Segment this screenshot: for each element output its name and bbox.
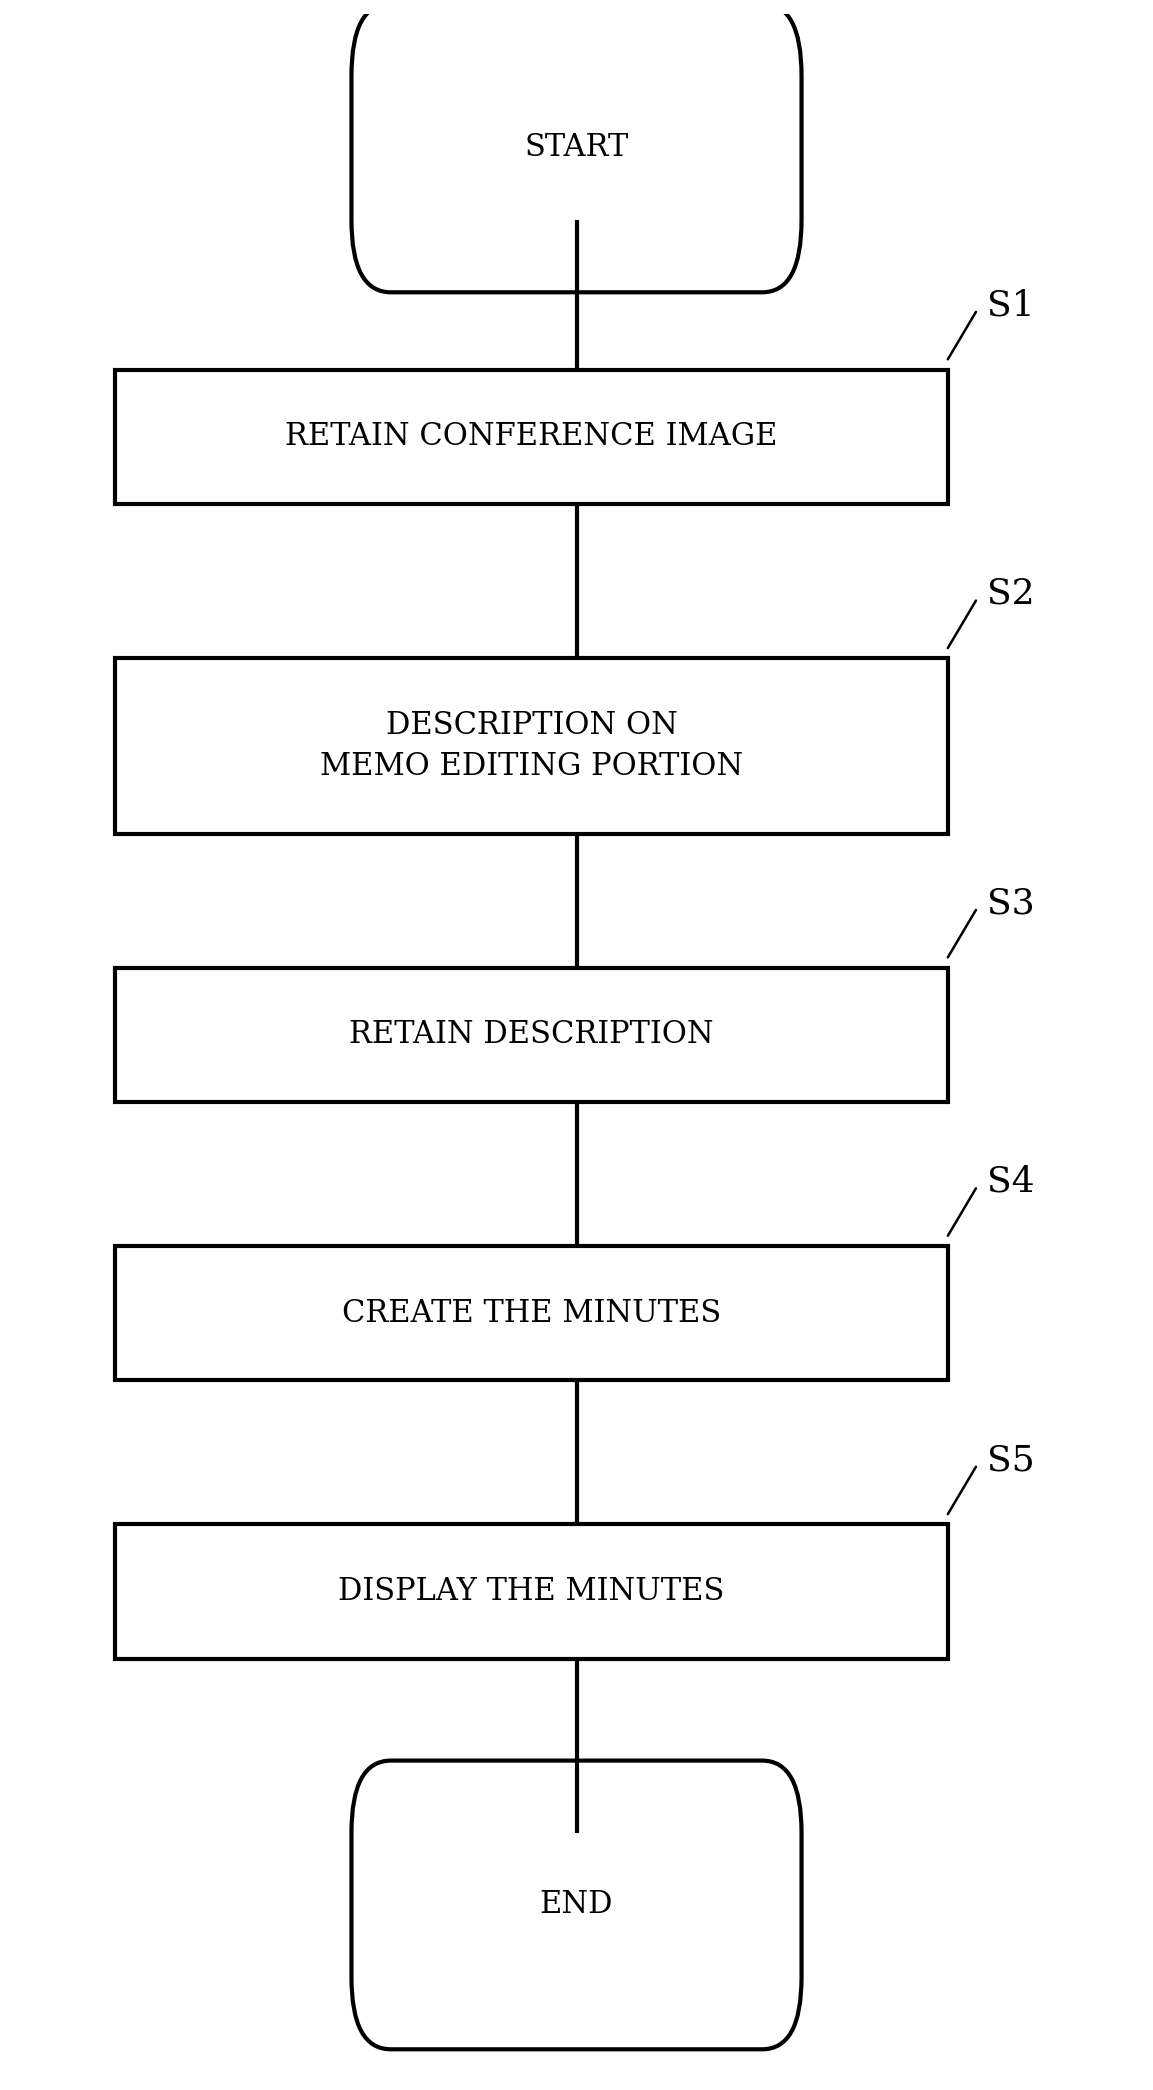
Text: START: START [525, 132, 628, 163]
Bar [115, 370, 948, 504]
Text: DESCRIPTION ON
MEMO EDITING PORTION: DESCRIPTION ON MEMO EDITING PORTION [319, 711, 743, 782]
Text: S3: S3 [987, 886, 1035, 920]
Text: S5: S5 [987, 1442, 1035, 1478]
Text: CREATE THE MINUTES: CREATE THE MINUTES [342, 1298, 721, 1329]
Bar [115, 1524, 948, 1659]
Text: DISPLAY THE MINUTES: DISPLAY THE MINUTES [338, 1576, 725, 1607]
Text: S2: S2 [987, 577, 1035, 610]
Bar [115, 1246, 948, 1379]
FancyBboxPatch shape [352, 4, 801, 293]
Text: RETAIN CONFERENCE IMAGE: RETAIN CONFERENCE IMAGE [285, 422, 778, 451]
FancyBboxPatch shape [352, 1760, 801, 2050]
Bar [115, 968, 948, 1101]
Bar [115, 658, 948, 834]
Text: S4: S4 [987, 1164, 1035, 1200]
Text: S1: S1 [987, 288, 1035, 322]
Text: RETAIN DESCRIPTION: RETAIN DESCRIPTION [349, 1020, 714, 1049]
Text: END: END [540, 1889, 613, 1921]
